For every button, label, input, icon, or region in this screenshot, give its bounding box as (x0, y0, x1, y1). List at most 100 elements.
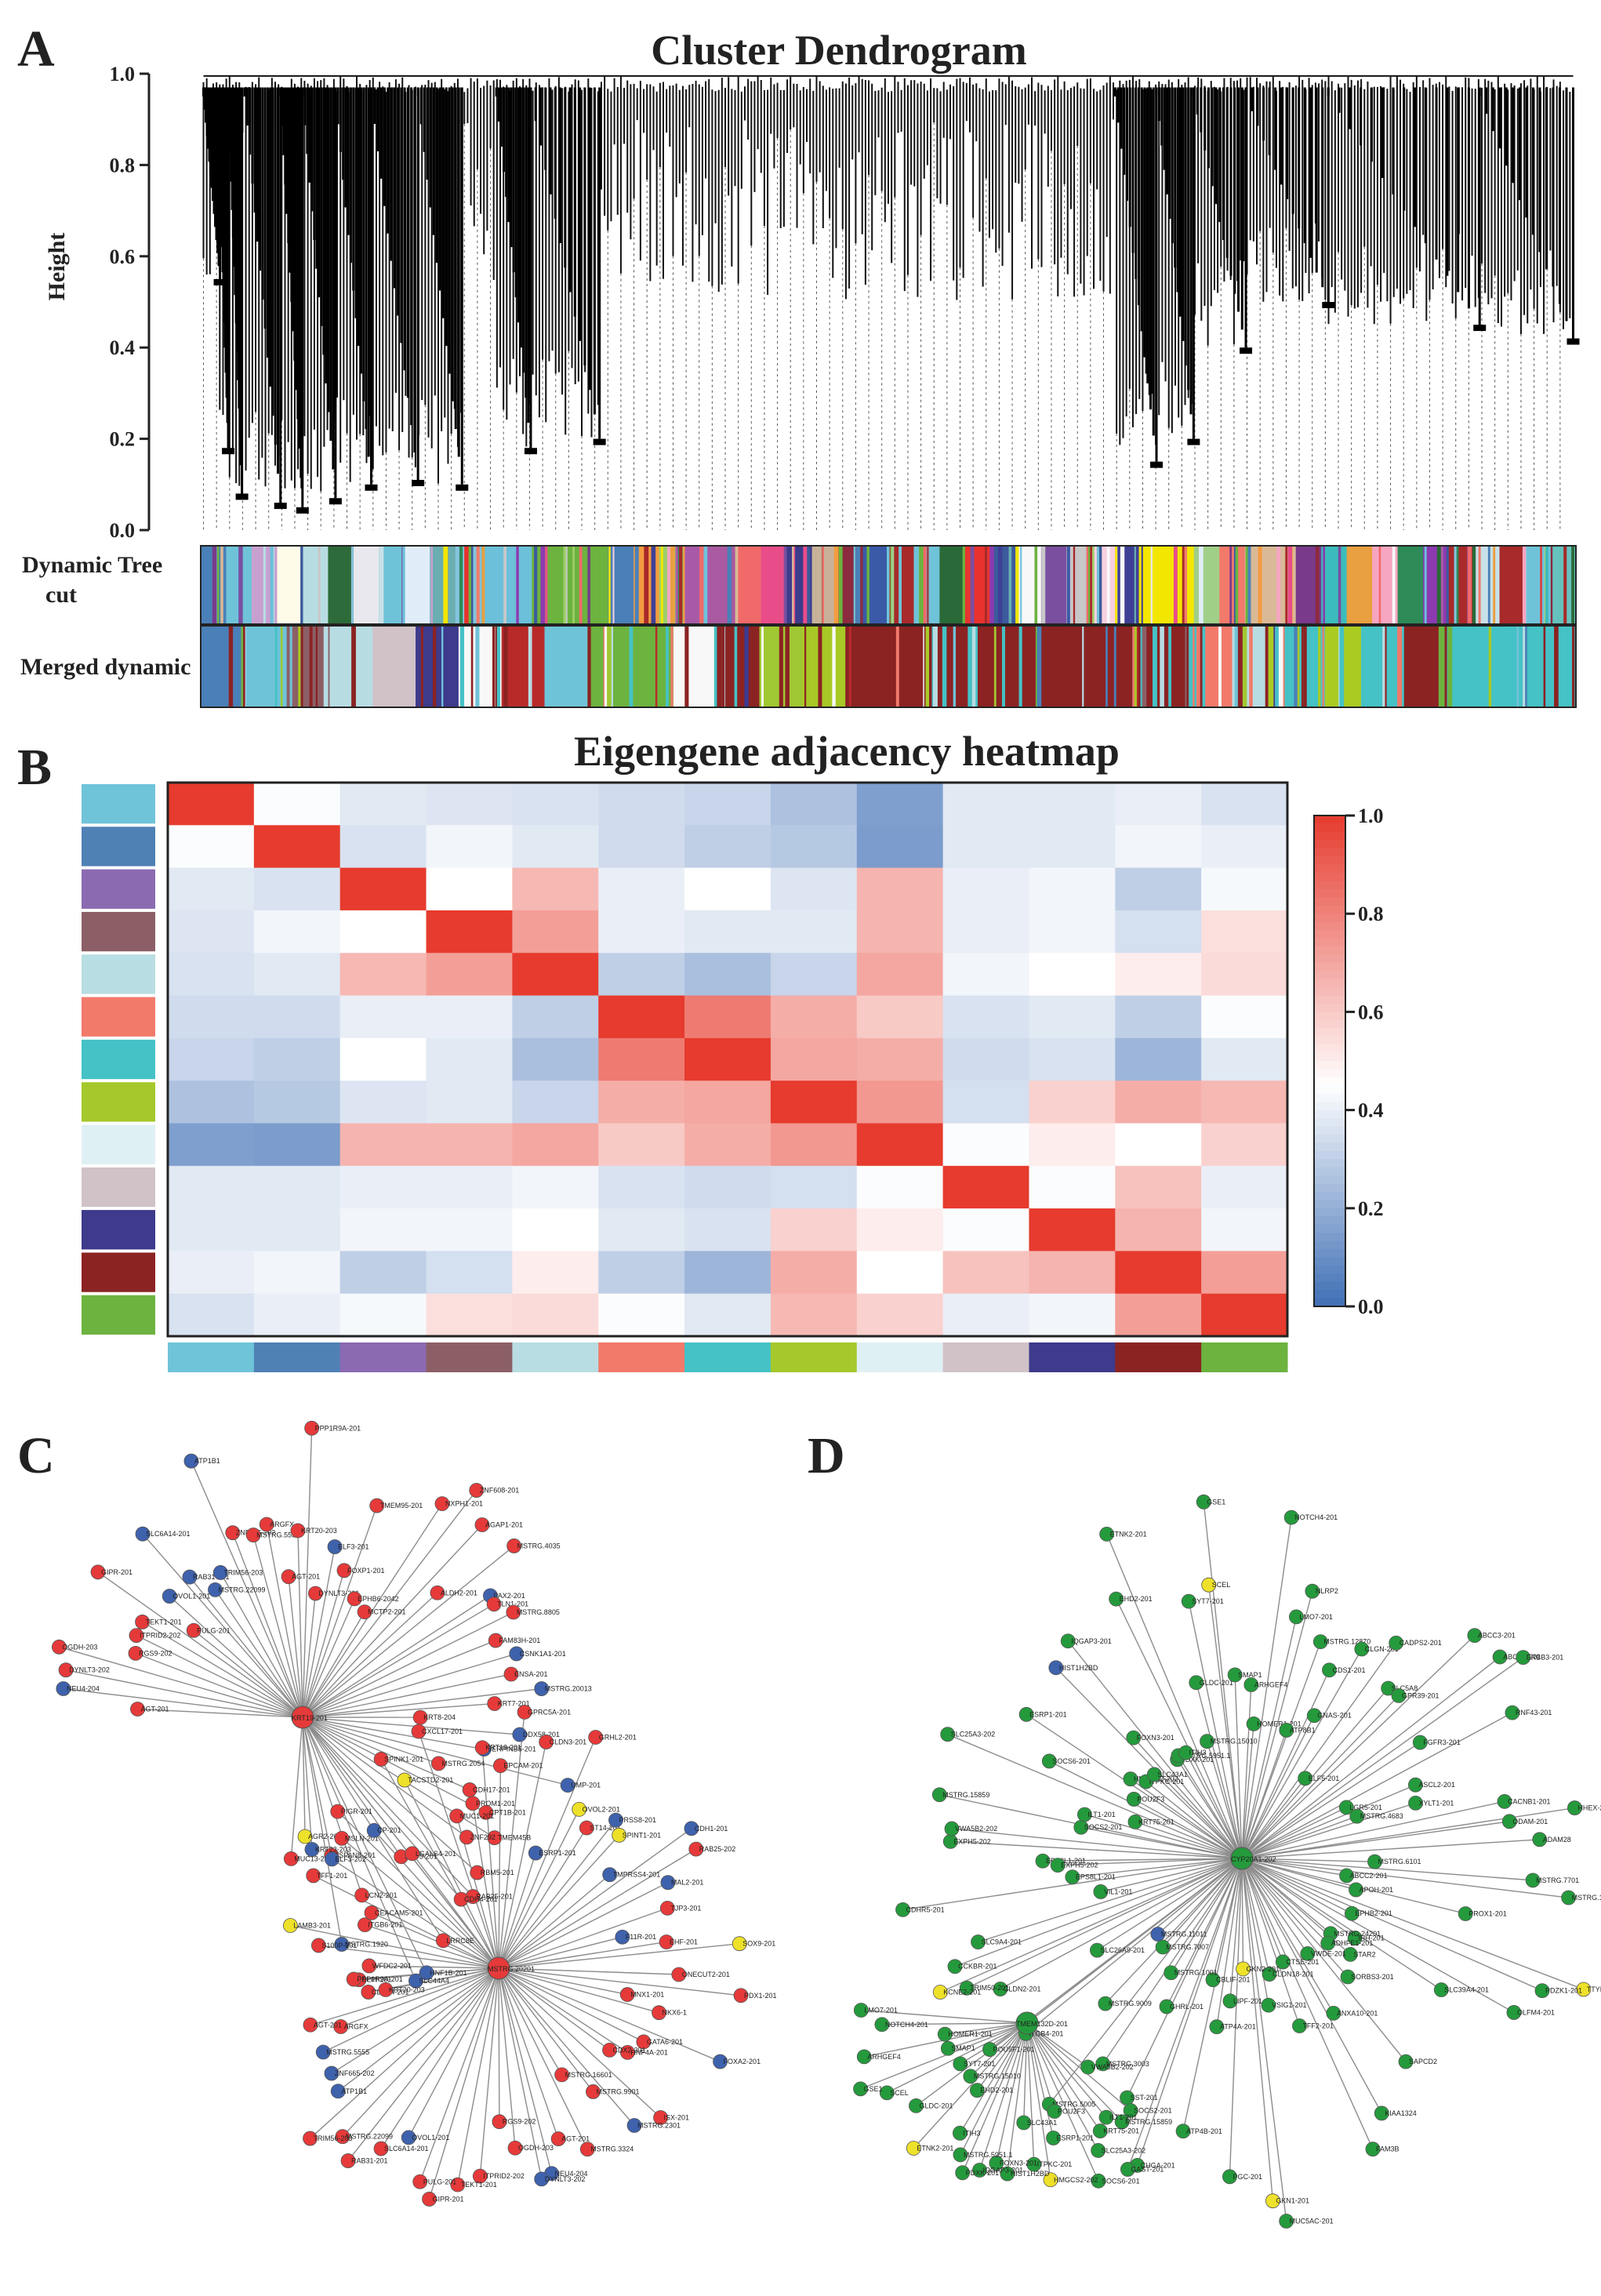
network-node (307, 1586, 323, 1601)
network-edge (1026, 2022, 1055, 2138)
network-node-label: ZNF665-202 (335, 2069, 375, 2077)
network-node-label: KRT75-201 (1138, 1818, 1174, 1826)
merged-color-stripe (1132, 626, 1136, 707)
network-node (1326, 2005, 1341, 2021)
merged-color-stripe (475, 626, 480, 707)
dendrogram-cluster-tip (1473, 325, 1487, 332)
network-node (1342, 1946, 1358, 1962)
network-edge (962, 2022, 1028, 2174)
colorbar-step (1314, 954, 1345, 964)
heatmap-cell (1115, 867, 1202, 911)
network-node-label: SPINK1-201 (384, 1755, 423, 1763)
colorbar-step (1314, 1298, 1345, 1307)
network-node (1261, 1997, 1276, 2013)
network-node (906, 2141, 921, 2156)
module-color-bars (200, 545, 1577, 708)
network-edge (63, 1687, 303, 1718)
heatmap-cell (339, 1208, 427, 1252)
network-node-label: MSTRG.1001 (1174, 1969, 1218, 1977)
network-edge (1241, 1821, 1510, 1859)
heatmap-cell (684, 995, 771, 1039)
network-node-label: ARHGEF4 (1254, 1680, 1288, 1688)
tree-cut-color-stripe (962, 546, 965, 624)
heatmap-cell (168, 1165, 255, 1209)
network-node (1354, 1641, 1370, 1657)
network-edge (1196, 1682, 1243, 1859)
tree-cut-color-stripe (1184, 546, 1188, 624)
tree-cut-color-stripe (1229, 546, 1233, 624)
network-node (1561, 1890, 1577, 1905)
y-tick-label: 0.2 (110, 428, 136, 451)
colorbar-step (1314, 1167, 1345, 1176)
network-node-label: PDX1-201 (744, 1992, 777, 2000)
merged-color-stripe (1339, 626, 1345, 707)
merged-color-stripe (528, 626, 532, 707)
tree-cut-color-stripe (1338, 546, 1341, 624)
heatmap-cell (684, 1123, 771, 1167)
merged-color-stripe (887, 626, 890, 707)
network-node-label: ESRP1-201 (1029, 1710, 1067, 1718)
network-node-label: CTSE-201 (1286, 1958, 1319, 1966)
network-node-label: SOX9-201 (742, 1940, 775, 1948)
network-node (1312, 1634, 1328, 1650)
merged-color-stripe (492, 626, 496, 707)
heatmap-cell (598, 1081, 685, 1124)
network-edge (1241, 1657, 1524, 1859)
heatmap-cell (770, 783, 858, 826)
network-node (1175, 2123, 1191, 2139)
colorbar-step (1314, 1257, 1345, 1266)
heatmap-cell (1201, 1037, 1288, 1081)
network-node (1091, 2143, 1106, 2158)
network-node-label: ESRP1-201 (1057, 2134, 1095, 2142)
merged-color (1447, 626, 1490, 707)
network-node (183, 1453, 199, 1469)
merged-color (243, 626, 288, 707)
network-node-label: TLN1-201 (497, 1600, 528, 1608)
heatmap-cell (512, 1293, 599, 1337)
network-edge (1241, 1858, 1301, 2026)
network-node (1016, 2115, 1032, 2131)
heatmap-cell (168, 953, 255, 997)
colorbar-step (1314, 921, 1345, 931)
network-node (162, 1589, 177, 1604)
tree-cut-color (302, 546, 329, 624)
network-edge (479, 1967, 499, 2177)
heatmap-cell (168, 995, 255, 1039)
tree-cut-color (811, 546, 838, 624)
network-node-label: EXPH5-202 (1061, 1862, 1098, 1869)
network-edge (1157, 1858, 1243, 1935)
network-node-label: VWDE-201 (1311, 1949, 1346, 1957)
network-node-label: POU5F1-201 (993, 2046, 1034, 2054)
tree-cut-color (1346, 546, 1373, 624)
network-node (879, 2085, 895, 2101)
colorbar-step (1314, 1019, 1345, 1029)
network-node-label: MSTRG.15010 (1211, 1738, 1258, 1746)
colorbar-tick-label: 0.2 (1358, 1197, 1384, 1220)
heatmap-cell (168, 1293, 255, 1337)
colorbar-step (1314, 1191, 1345, 1201)
heatmap-row-modules (82, 784, 155, 1335)
network-node (1065, 1869, 1080, 1885)
network-node-label: SLC9A4-201 (982, 1938, 1022, 1946)
heatmap-colorbar: 0.0 0.2 0.4 0.6 0.8 1.0 (1313, 805, 1384, 1318)
network-node (507, 2140, 523, 2156)
network-edge (1241, 1858, 1585, 1990)
network-edge (498, 1941, 667, 1969)
merged-color-stripe (230, 626, 234, 707)
tree-cut-color (989, 546, 1016, 624)
network-node (303, 2131, 318, 2146)
colorbar-step (1314, 1200, 1345, 1209)
tree-cut-color (1423, 546, 1450, 624)
network-node-label: AGT-201 (292, 1573, 320, 1581)
colorbar-tick-label: 0.6 (1358, 1001, 1384, 1023)
network-node (334, 1830, 350, 1846)
network-edge (1102, 1858, 1243, 2065)
network-edge (1241, 1616, 1298, 1859)
merged-color-stripe (1134, 626, 1137, 707)
heatmap-cell (1029, 783, 1116, 826)
network-edge (189, 1576, 303, 1718)
tree-cut-color (481, 546, 507, 624)
network-node-label: EPCAM-201 (503, 1762, 543, 1770)
merged-color-stripe (971, 626, 976, 707)
network-edge (481, 1747, 499, 1969)
